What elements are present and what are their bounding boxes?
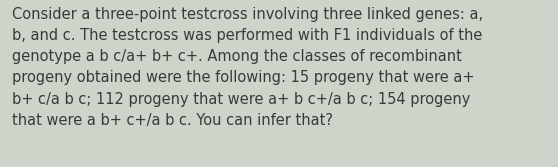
Text: Consider a three-point testcross involving three linked genes: a,
b, and c. The : Consider a three-point testcross involvi…: [12, 7, 483, 128]
